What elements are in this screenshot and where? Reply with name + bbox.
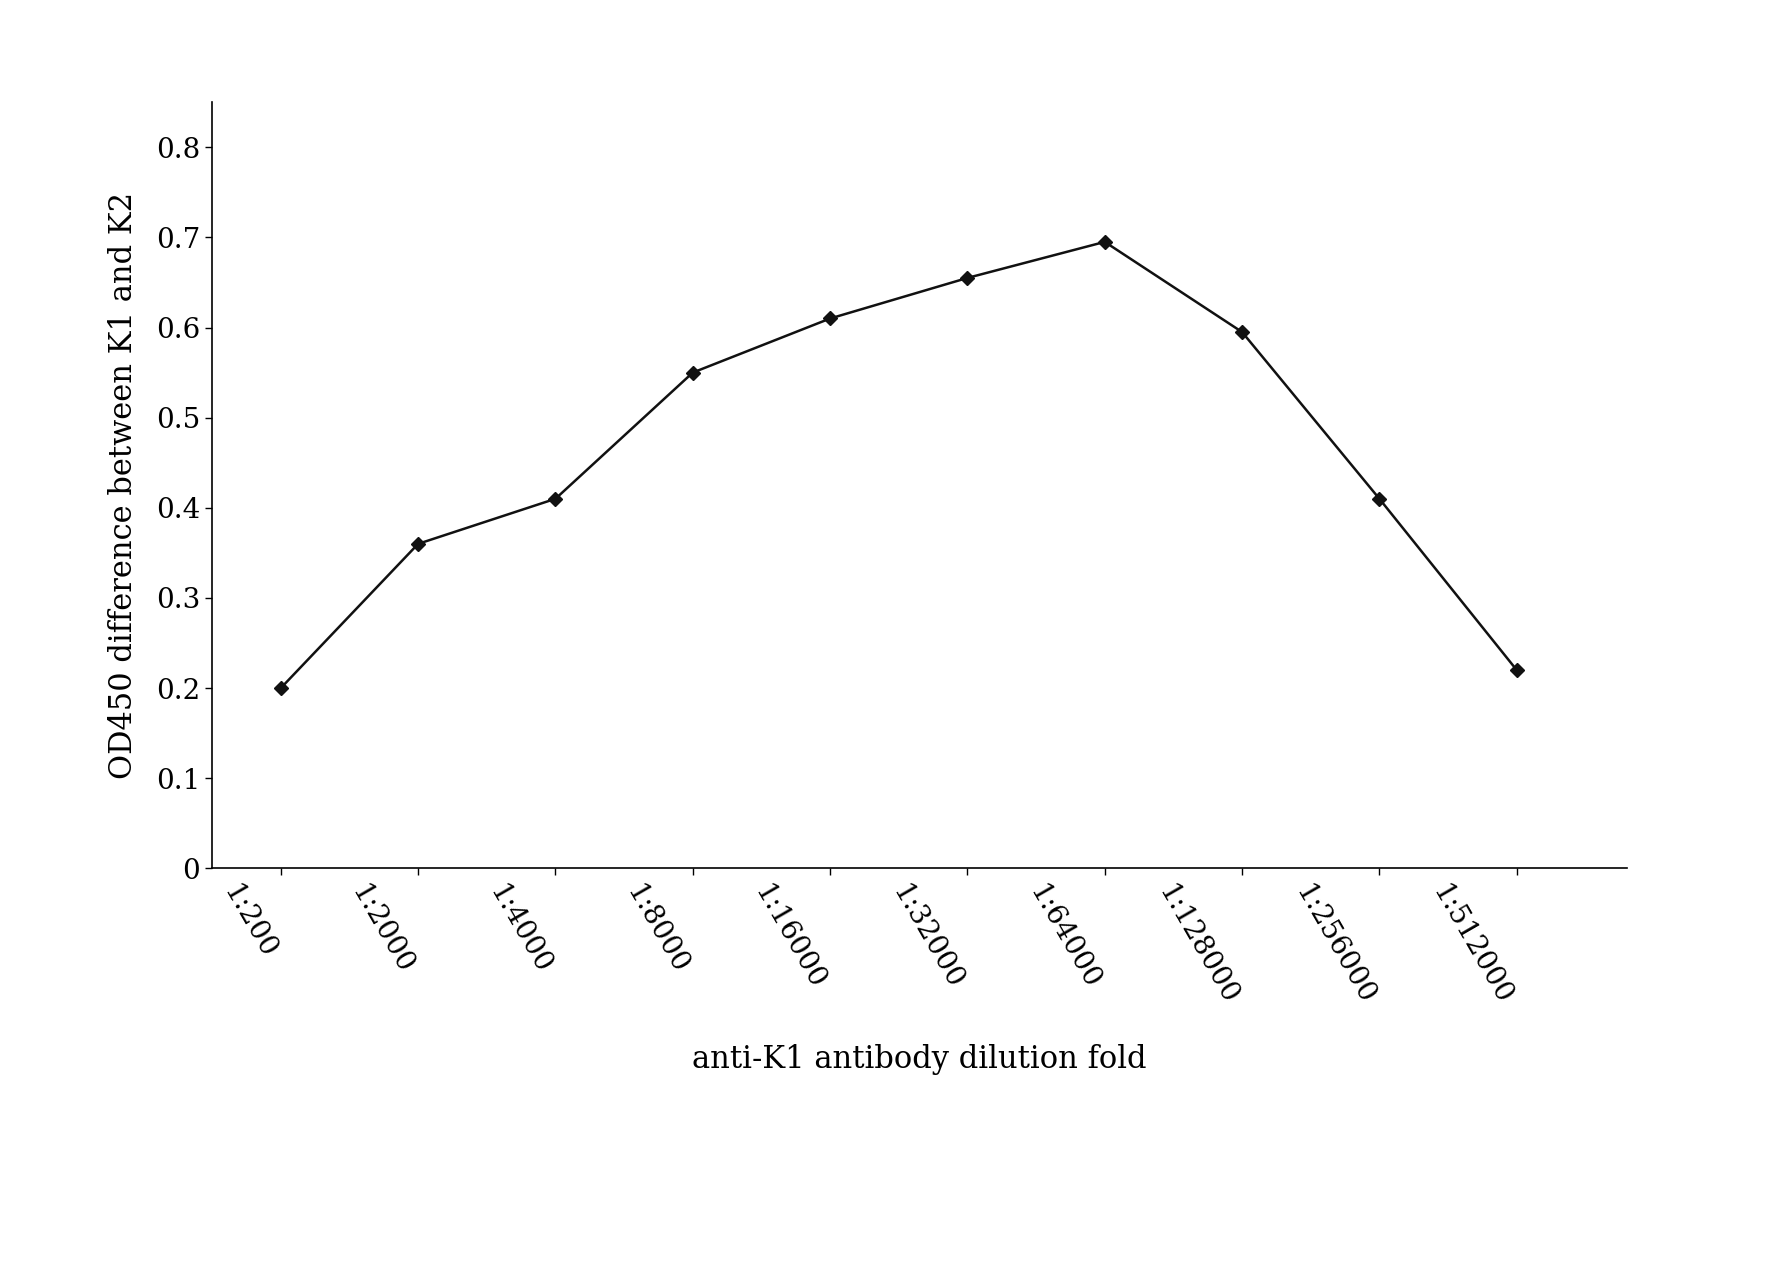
Y-axis label: OD450 difference between K1 and K2: OD450 difference between K1 and K2 bbox=[108, 192, 140, 779]
X-axis label: anti-K1 antibody dilution fold: anti-K1 antibody dilution fold bbox=[691, 1043, 1147, 1075]
